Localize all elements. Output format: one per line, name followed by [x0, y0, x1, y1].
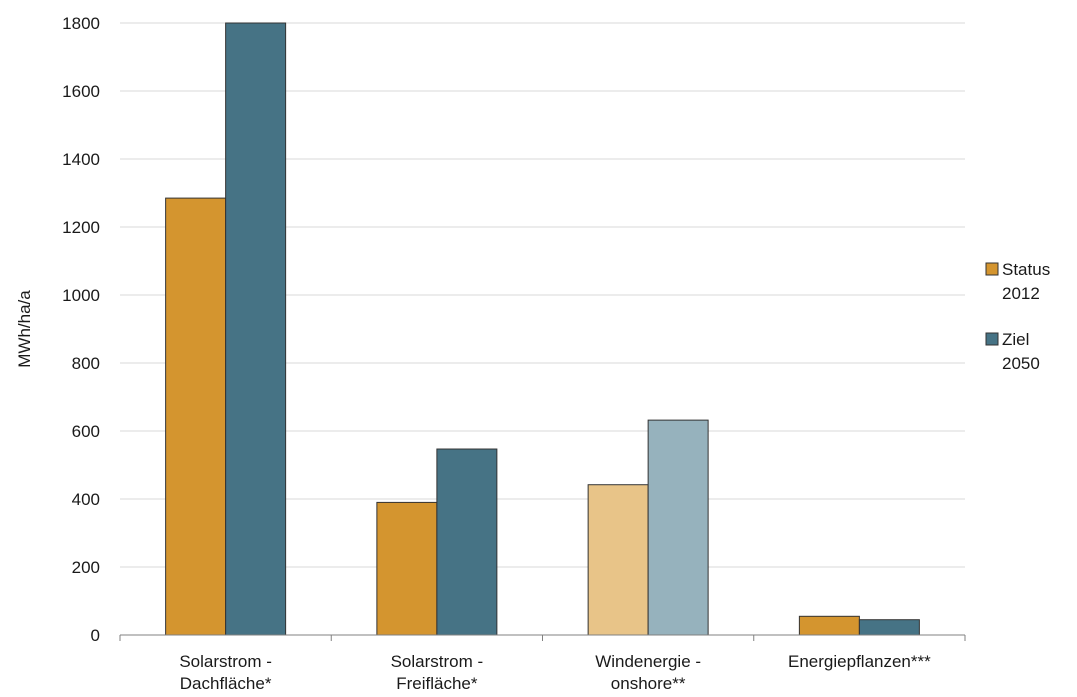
legend: Status 2012 Ziel 2050: [985, 260, 1050, 373]
bar-status-2012: [798, 615, 860, 636]
y-tick-label: 200: [72, 558, 100, 577]
bar-status-2012: [376, 501, 438, 636]
y-tick-label: 600: [72, 422, 100, 441]
y-tick-label: 1000: [62, 286, 100, 305]
legend-swatch: [985, 262, 999, 276]
bar-ziel-2050: [436, 448, 498, 636]
x-category-label: Solarstrom -Dachfläche*: [179, 652, 272, 693]
x-category-label: Windenergie -onshore**: [595, 652, 701, 693]
x-category-label: Energiepflanzen***: [788, 652, 931, 671]
bar-status-2012: [165, 197, 227, 636]
y-tick-label: 1400: [62, 150, 100, 169]
bars: [165, 22, 920, 636]
y-tick-label: 1200: [62, 218, 100, 237]
legend-swatch: [985, 332, 999, 346]
x-axis-categories: Solarstrom -Dachfläche* Solarstrom -Freif…: [119, 635, 966, 693]
y-axis-label: MWh/ha/a: [15, 290, 34, 368]
legend-label: Status 2012: [1002, 260, 1050, 303]
bar-ziel-2050: [647, 419, 709, 636]
bar-ziel-2050: [858, 619, 920, 636]
y-axis-ticks: 0 200 400 600 800 1000 1200 1400 1600 1800: [62, 14, 100, 645]
bar-ziel-2050: [225, 22, 287, 636]
y-tick-label: 800: [72, 354, 100, 373]
bar-status-2012: [587, 484, 649, 636]
legend-label: Ziel 2050: [1002, 330, 1040, 373]
y-tick-label: 0: [91, 626, 100, 645]
y-tick-label: 400: [72, 490, 100, 509]
y-tick-label: 1800: [62, 14, 100, 33]
x-category-label: Solarstrom -Freifläche*: [391, 652, 484, 693]
y-tick-label: 1600: [62, 82, 100, 101]
